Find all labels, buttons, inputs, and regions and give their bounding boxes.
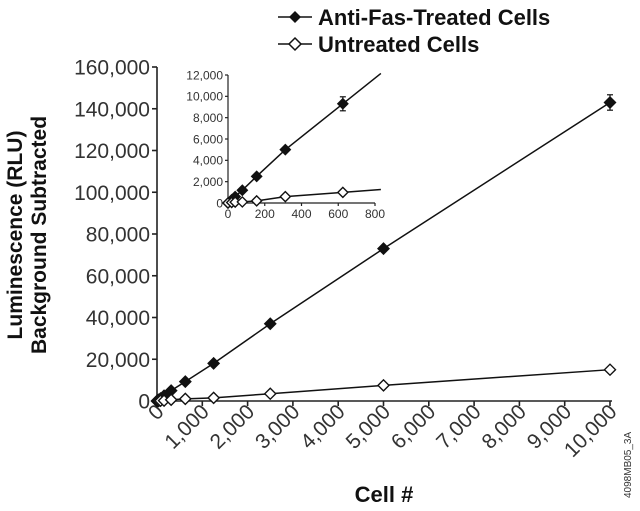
x-tick-label: 400 [291, 207, 311, 221]
y-tick-label: 12,000 [186, 68, 223, 82]
data-point-untreated [178, 392, 192, 406]
x-tick-label: 8,000 [478, 400, 531, 453]
y-tick-label: 80,000 [86, 224, 150, 247]
data-point-treated [236, 184, 249, 197]
y-tick-label: 4,000 [193, 154, 223, 168]
data-point-untreated [263, 387, 277, 401]
legend-label-treated: Anti-Fas-Treated Cells [318, 5, 550, 30]
y-tick-label: 160,000 [74, 57, 150, 80]
data-point-treated [207, 356, 221, 370]
data-point-untreated [164, 393, 178, 407]
y-tick-label: 10,000 [186, 90, 223, 104]
data-point-treated [336, 97, 349, 110]
x-tick-label: 7,000 [432, 400, 485, 453]
x-tick-label: 0 [225, 207, 232, 221]
data-point-treated [603, 95, 617, 109]
y-tick-label: 100,000 [74, 182, 150, 205]
x-tick-label: 600 [328, 207, 348, 221]
figure-id: 4098MB05_3A [623, 432, 634, 498]
y-tick-label: 40,000 [86, 307, 150, 330]
y-tick-label: 6,000 [193, 132, 223, 146]
data-point-untreated [250, 194, 263, 207]
data-point-treated [279, 143, 292, 156]
y-tick-label: 20,000 [86, 349, 150, 372]
data-point-untreated [279, 190, 292, 203]
legend-marker-treated [289, 11, 301, 23]
y-axis-label-line1: Luminescence (RLU) [4, 131, 27, 340]
data-point-treated [377, 242, 390, 256]
x-tick-label: 6,000 [387, 400, 440, 453]
x-tick-label: 4,000 [296, 400, 349, 453]
data-point-treated [263, 317, 277, 331]
legend-marker-untreated [287, 36, 303, 52]
series-line-treated [227, 72, 382, 204]
x-tick-label: 1,000 [160, 400, 213, 453]
main-plot: 01,0002,0003,0004,0005,0006,0007,0008,00… [74, 57, 621, 462]
legend: Anti-Fas-Treated Cells Untreated Cells [278, 5, 550, 57]
x-tick-label: 200 [255, 207, 275, 221]
y-tick-label: 0 [138, 391, 150, 414]
x-tick-label: 3,000 [251, 400, 304, 453]
y-axis-label-line2: Background Subtracted [28, 116, 51, 354]
data-point-treated [178, 375, 192, 389]
y-tick-label: 2,000 [193, 175, 223, 189]
inset-plot: 0 200 400 600 800 0 2,000 4,000 6,000 8,000 10,000… [186, 68, 385, 221]
data-point-treated [250, 170, 263, 183]
y-tick-label: 60,000 [86, 265, 150, 288]
y-tick-label: 8,000 [193, 111, 223, 125]
y-tick-label: 0 [216, 196, 223, 210]
data-point-untreated [336, 186, 349, 199]
data-point-untreated [377, 378, 390, 392]
legend-label-untreated: Untreated Cells [318, 32, 479, 57]
data-point-untreated [236, 195, 249, 208]
y-tick-label: 120,000 [74, 140, 150, 163]
data-point-untreated [603, 363, 617, 377]
x-axis-label: Cell # [355, 482, 414, 507]
x-tick-label: 2,000 [206, 400, 259, 453]
x-tick-label: 800 [365, 207, 385, 221]
data-point-untreated [207, 391, 221, 405]
y-tick-label: 140,000 [74, 98, 150, 121]
x-tick-label: 5,000 [342, 400, 395, 453]
